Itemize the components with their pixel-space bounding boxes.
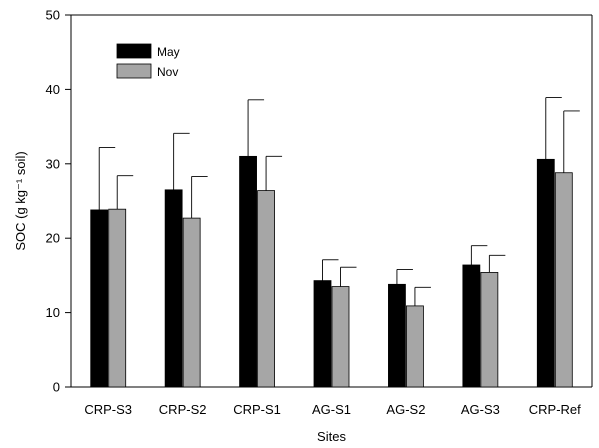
bar-nov-ag-s1: [331, 286, 350, 388]
legend-swatch-nov: [116, 63, 152, 79]
x-tick-label-0: CRP-S3: [84, 402, 132, 417]
bar-may-ag-s1: [313, 280, 332, 388]
legend-swatch-may: [116, 43, 152, 59]
x-tick-label-2: CRP-S1: [233, 402, 281, 417]
bar-nov-ag-s2: [406, 305, 424, 388]
x-axis-title: Sites: [317, 429, 346, 444]
legend-label-may: May: [157, 45, 180, 59]
y-tick-label-4: 40: [46, 82, 60, 97]
legend: May Nov: [116, 43, 180, 79]
x-tick-label-3: AG-S1: [312, 402, 351, 417]
y-tick-label-0: 0: [53, 380, 60, 395]
bar-nov-crp-s1: [257, 190, 275, 388]
axes: [65, 14, 593, 388]
y-tick-label-2: 20: [46, 231, 60, 246]
bar-nov-crp-ref: [554, 172, 573, 388]
y-tick-label-1: 10: [46, 305, 60, 320]
x-tick-label-6: CRP-Ref: [529, 402, 581, 417]
bar-may-ag-s3: [462, 264, 481, 388]
bar-may-crp-s3: [90, 209, 109, 388]
bar-may-crp-s1: [239, 155, 257, 388]
y-tick-label-3: 30: [46, 156, 60, 171]
bar-nov-crp-s3: [108, 208, 127, 388]
bar-nov-ag-s3: [480, 272, 499, 388]
x-tick-label-5: AG-S3: [461, 402, 500, 417]
labels: 0 10 20 30 40 50 CRP-S3 CRP-S2 CRP-S1 AG-S1 AG-S2 A…: [46, 8, 582, 418]
bar-nov-crp-s2: [182, 217, 201, 388]
bar-may-crp-ref: [536, 158, 555, 388]
bar-may-crp-s2: [164, 189, 183, 388]
y-axis-title: SOC (g kg⁻¹ soil): [13, 151, 28, 250]
y-tick-label-5: 50: [46, 8, 60, 23]
x-tick-label-4: AG-S2: [386, 402, 425, 417]
x-tick-label-1: CRP-S2: [159, 402, 207, 417]
bars: [90, 97, 580, 388]
bar-may-ag-s2: [388, 283, 406, 388]
legend-label-nov: Nov: [157, 65, 178, 79]
